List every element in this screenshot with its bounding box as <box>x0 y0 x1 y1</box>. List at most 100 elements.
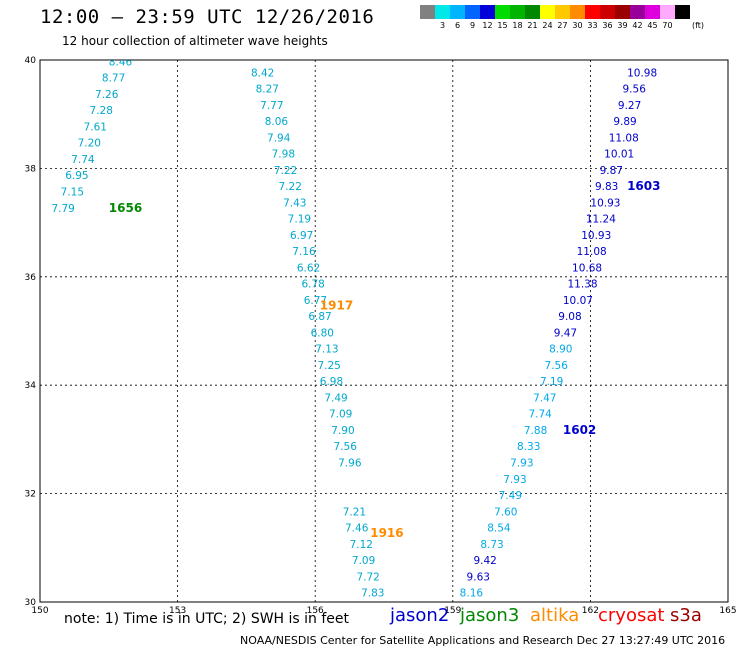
wave-height-value: 7.93 <box>510 458 533 470</box>
wave-height-value: 7.90 <box>331 425 354 437</box>
wave-height-value: 7.12 <box>350 539 373 551</box>
wave-height-value: 8.28 <box>363 604 386 616</box>
wave-height-value: 7.74 <box>528 409 552 421</box>
wave-height-value: 11.24 <box>586 214 616 226</box>
wave-height-value: 11.08 <box>577 246 607 258</box>
wave-height-value: 8.90 <box>549 344 572 356</box>
wave-height-value: 8.20 <box>368 620 391 632</box>
wave-height-value: 9.83 <box>595 181 618 193</box>
wave-height-value: 8.46 <box>246 51 270 63</box>
legend-label: 70 <box>662 21 673 30</box>
chart-title: 12:00 – 23:59 UTC 12/26/2016 <box>40 6 375 28</box>
legend-label: 9 <box>469 21 476 30</box>
wave-height-value: 8.36 <box>136 0 160 3</box>
note-text: note: 1) Time is in UTC; 2) SWH is in fe… <box>64 611 350 627</box>
wave-height-value: 7.47 <box>533 392 556 404</box>
legend-label: 6 <box>454 21 461 30</box>
wave-height-value: 7.09 <box>352 555 375 567</box>
wave-height-value: 10.01 <box>604 149 634 161</box>
y-tick-label: 40 <box>25 56 37 66</box>
legend-label: 12 <box>482 21 493 30</box>
wave-height-value: 7.96 <box>338 458 362 470</box>
chart-subtitle: 12 hour collection of altimeter wave hei… <box>62 34 328 48</box>
wave-height-value: 7.77 <box>260 100 283 112</box>
pass-time-label: 1916 <box>370 526 403 540</box>
wave-height-value: 7.13 <box>315 344 338 356</box>
wave-height-value: 6.62 <box>297 262 320 274</box>
wave-height-value: 9.89 <box>613 116 636 128</box>
legend-label: 30 <box>572 21 583 30</box>
legend-color <box>465 5 480 19</box>
wave-height-value: 7.93 <box>503 474 526 486</box>
wave-height-value: 7.22 <box>279 181 302 193</box>
legend-swatch: 70 <box>660 5 675 30</box>
legend-swatch: 42 <box>630 5 645 30</box>
wave-height-value: 7.22 <box>274 165 297 177</box>
legend-swatch: 9 <box>465 5 480 30</box>
legend-swatch: 36 <box>600 5 615 30</box>
wave-height-value: 9.47 <box>554 327 577 339</box>
legend-label: 27 <box>557 21 568 30</box>
y-tick-label: 38 <box>25 164 37 174</box>
legend-swatch: 18 <box>510 5 525 30</box>
legend-color <box>555 5 570 19</box>
wave-height-value: 10.98 <box>627 67 657 79</box>
wave-height-value: 9.08 <box>558 311 581 323</box>
wave-height-value: 6.77 <box>304 295 327 307</box>
wave-height-value: 9.63 <box>467 571 490 583</box>
wave-height-value: 9.56 <box>623 84 647 96</box>
satellite-s3a: s3a <box>670 605 702 626</box>
wave-height-value: 7.94 <box>267 132 291 144</box>
legend-color <box>570 5 585 19</box>
wave-height-value: 8.73 <box>480 539 503 551</box>
legend-color <box>510 5 525 19</box>
wave-height-value: 7.74 <box>71 154 95 166</box>
legend-swatch: 45 <box>645 5 660 30</box>
wave-height-value: 6.78 <box>301 279 324 291</box>
wave-height-value: 7.19 <box>288 214 311 226</box>
wave-height-value: 7.21 <box>343 506 366 518</box>
wave-height-value: 8.33 <box>517 441 540 453</box>
satellite-altika: altika <box>530 605 580 626</box>
legend-swatch <box>675 5 690 30</box>
legend-color <box>615 5 630 19</box>
legend-label: 21 <box>527 21 538 30</box>
legend-color <box>630 5 645 19</box>
legend-color <box>675 5 690 19</box>
plot-frame <box>39 59 729 603</box>
wave-height-value: 7.26 <box>95 89 119 101</box>
wave-height-value: 10.39 <box>636 35 666 47</box>
wave-height-value: 10.93 <box>581 230 611 242</box>
legend-label: 24 <box>542 21 553 30</box>
legend-color <box>660 5 675 19</box>
legend-color <box>495 5 510 19</box>
x-tick-label: 165 <box>719 606 736 616</box>
legend-swatch: 3 <box>435 5 450 30</box>
wave-height-value: 7.19 <box>540 376 563 388</box>
legend-label: 39 <box>617 21 628 30</box>
wave-height-value: 9.42 <box>473 555 496 567</box>
wave-height-value: 7.83 <box>361 588 384 600</box>
legend-swatch <box>420 5 435 30</box>
color-scale-legend: 3 6 9 12 15 18 21 24 27 30 33 36 39 42 45 70 (ft) <box>420 5 704 30</box>
legend-swatch: 15 <box>495 5 510 30</box>
data-layer: 7.79 7.15 6.95 7.74 7.20 7.61 7.28 7.26 8.77 8.46… <box>51 0 666 632</box>
wave-height-value: 7.61 <box>84 121 107 133</box>
wave-height-value: 7.09 <box>329 409 352 421</box>
wave-height-value: 6.87 <box>308 311 331 323</box>
satellite-cryosat: cryosat <box>598 605 665 626</box>
wave-height-value: 6.80 <box>311 327 334 339</box>
wave-height-value: 7.98 <box>272 149 295 161</box>
legend-color <box>540 5 555 19</box>
legend-swatch: 12 <box>480 5 495 30</box>
legend-swatch: 39 <box>615 5 630 30</box>
pass-time-label: 1917 <box>320 298 353 312</box>
wave-height-value: 10.94 <box>632 51 662 63</box>
y-tick-label: 34 <box>25 381 37 391</box>
legend-color <box>600 5 615 19</box>
footer-credit: NOAA/NESDIS Center for Satellite Applica… <box>240 634 726 647</box>
wave-height-value: 7.56 <box>545 360 569 372</box>
legend-label: 15 <box>497 21 508 30</box>
legend-swatch: 27 <box>555 5 570 30</box>
legend-swatch: 6 <box>450 5 465 30</box>
